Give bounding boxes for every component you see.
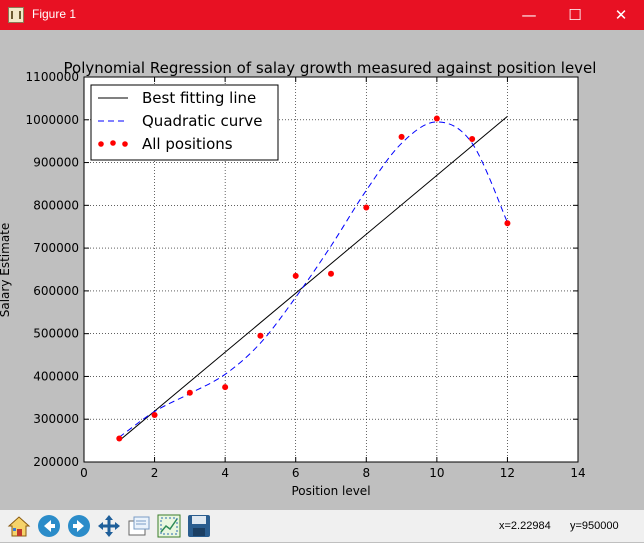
data-point — [222, 384, 229, 391]
home-icon — [7, 516, 31, 537]
legend-marker-positions — [110, 140, 116, 146]
close-button[interactable]: ✕ — [614, 6, 628, 24]
y-tick-label: 300000 — [33, 412, 79, 426]
title-bar: Figure 1 — ☐ ✕ — [0, 0, 644, 30]
y-tick-label: 800000 — [33, 198, 79, 212]
back-button[interactable] — [36, 513, 62, 539]
y-tick-label: 1100000 — [26, 70, 79, 84]
series-layer — [116, 115, 511, 442]
data-point — [257, 332, 264, 339]
data-point — [504, 220, 511, 227]
cursor-y-readout: y=950000 — [570, 520, 619, 532]
y-tick-label: 600000 — [33, 284, 79, 298]
subplots-button[interactable] — [156, 513, 182, 539]
pan-button[interactable] — [96, 513, 122, 539]
data-point — [116, 435, 123, 442]
back-icon — [38, 515, 60, 537]
x-tick-label: 4 — [221, 466, 229, 480]
legend-label: Best fitting line — [142, 89, 256, 107]
forward-icon — [68, 515, 90, 537]
minimize-button[interactable]: — — [521, 6, 537, 24]
x-tick-label: 6 — [292, 466, 300, 480]
zoom-icon — [128, 516, 150, 536]
y-tick-label: 200000 — [33, 455, 79, 469]
home-button[interactable] — [6, 513, 32, 539]
toolbar: x=2.22984 y=950000 — [0, 510, 644, 542]
cursor-x-readout: x=2.22984 — [499, 520, 551, 532]
x-tick-label: 12 — [500, 466, 515, 480]
best-fit-line — [118, 115, 508, 441]
legend-marker-positions — [98, 141, 104, 147]
pan-icon — [98, 515, 120, 537]
legend-marker-positions — [122, 141, 128, 147]
x-tick-label: 10 — [429, 466, 444, 480]
y-tick-label: 400000 — [33, 369, 79, 383]
data-point — [433, 115, 440, 122]
window-title: Figure 1 — [32, 7, 77, 21]
save-icon — [188, 515, 210, 537]
data-point — [469, 136, 476, 143]
legend-label: Quadratic curve — [142, 112, 262, 130]
save-button[interactable] — [186, 513, 212, 539]
plot-svg: 0 2 4 6 8 10 12 14 200000 300000 400000 500000 60000… — [0, 30, 644, 510]
grid-layer — [84, 77, 578, 462]
data-point — [151, 411, 158, 418]
chart-title: Polynomial Regression of salay growth me… — [64, 59, 597, 77]
x-tick-label: 2 — [151, 466, 159, 480]
data-point — [186, 389, 193, 396]
maximize-button[interactable]: ☐ — [568, 6, 582, 24]
y-axis-label: Salary Estimate — [0, 223, 12, 318]
y-tick-label: 900000 — [33, 156, 79, 170]
forward-button[interactable] — [66, 513, 92, 539]
app-icon — [8, 7, 24, 23]
legend: Best fitting line Quadratic curve All po… — [90, 84, 279, 161]
data-point — [363, 204, 370, 211]
x-tick-label: 8 — [362, 466, 370, 480]
data-point — [398, 133, 405, 140]
y-tick-label: 500000 — [33, 327, 79, 341]
data-point — [292, 272, 299, 279]
y-tick-label: 1000000 — [26, 113, 79, 127]
y-tick-label: 700000 — [33, 241, 79, 255]
x-tick-label: 14 — [570, 466, 585, 480]
ticks-layer: 0 2 4 6 8 10 12 14 200000 300000 400000 500000 60000… — [26, 70, 586, 480]
zoom-button[interactable] — [126, 513, 152, 539]
x-tick-label: 0 — [80, 466, 88, 480]
figure-canvas[interactable]: 0 2 4 6 8 10 12 14 200000 300000 400000 500000 60000… — [0, 30, 644, 510]
legend-label: All positions — [142, 135, 233, 153]
x-axis-label: Position level — [291, 484, 370, 498]
data-point — [328, 270, 334, 277]
subplots-icon — [157, 514, 181, 538]
